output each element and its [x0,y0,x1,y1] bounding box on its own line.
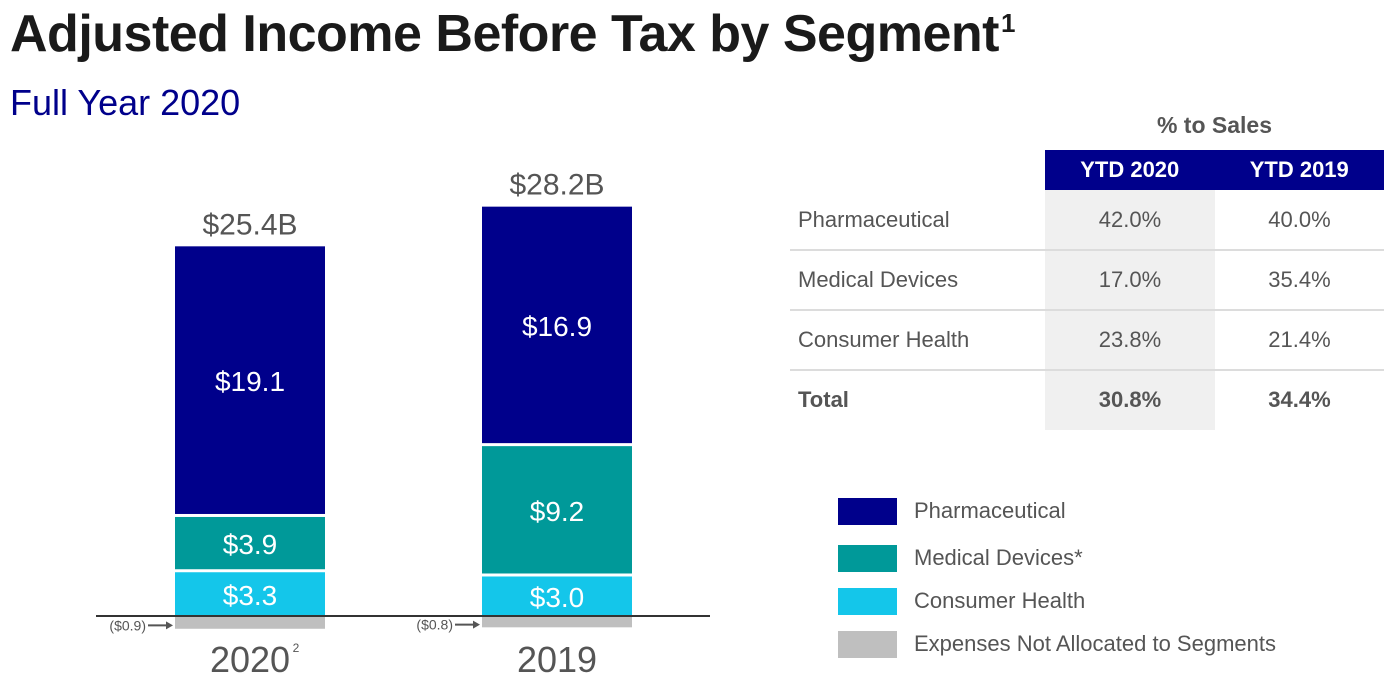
bar-medical-devices-2020 [175,516,325,570]
title-footnote-marker: 1 [1000,8,1015,38]
row-label: Consumer Health [798,327,970,352]
table-row: Pharmaceutical 42.0% 40.0% [790,190,1384,250]
bar-unallocated-2019 [482,616,632,628]
category-footnote-2020: 2 [293,641,300,655]
row-label: Medical Devices [798,267,959,292]
data-label-consumer-health-2020: $3.3 [223,580,278,611]
column-header-ytd-2019: YTD 2019 [1249,157,1349,182]
bar-pharmaceutical-2019 [482,206,632,444]
legend-label: Pharmaceutical [914,498,1066,523]
legend-item-consumer-health: Consumer Health [838,586,1358,616]
bar-consumer-health-2019 [482,576,632,616]
data-label-pharmaceutical-2019: $16.9 [522,311,592,342]
cell-ytd-2019: 35.4% [1268,267,1331,292]
legend-swatch [838,630,897,658]
table-header: YTD 2020 YTD 2019 [1045,150,1384,190]
cell-ytd-2020: 42.0% [1098,207,1162,232]
table-row: Consumer Health 23.8% 21.4% [790,310,1384,370]
legend-item-pharmaceutical: Pharmaceutical [838,496,1358,526]
legend-label: Medical Devices* [914,545,1083,570]
cell-ytd-2020: 17.0% [1098,267,1162,292]
row-divider [790,369,1384,371]
total-label-2019: $28.2B [509,169,604,202]
row-divider [790,309,1384,311]
cell-ytd-2020: 30.8% [1098,387,1162,412]
legend-swatch [838,497,897,525]
category-label-2019: 2019 [517,639,597,676]
total-label-2020: $25.4B [202,208,297,241]
category-label-2020: 2020 [210,639,290,676]
bar-pharmaceutical-2020 [175,246,325,514]
row-divider [790,249,1384,251]
data-label-unallocated-2020: ($0.9) [109,617,146,633]
row-label: Total [798,387,849,412]
stacked-bar-chart: $3.3 $3.9 $19.1 $25.4B ($0.9) 2020 2 $3.0 $9.2 $1… [96,169,710,676]
legend-item-expenses-not-allocated: Expenses Not Allocated to Segments [838,629,1358,659]
arrow-head-2019 [473,620,480,629]
bar-unallocated-2020 [175,616,325,629]
page-title-text: Adjusted Income Before Tax by Segment [10,5,999,63]
legend-item-medical-devices: Medical Devices* [838,543,1358,573]
data-label-medical-devices-2020: $3.9 [223,529,278,560]
bar-medical-devices-2019 [482,446,632,574]
row-label: Pharmaceutical [798,207,950,232]
cell-ytd-2019: 34.4% [1268,387,1331,412]
legend-label: Expenses Not Allocated to Segments [914,631,1276,656]
data-label-consumer-health-2019: $3.0 [530,582,585,613]
column-header-ytd-2020: YTD 2020 [1080,157,1180,182]
data-label-unallocated-2019: ($0.8) [416,617,453,633]
legend-swatch [838,544,897,572]
page-title: Adjusted Income Before Tax by Segment1 [10,4,1015,64]
arrow-head-2020 [166,621,173,630]
cell-ytd-2019: 40.0% [1268,207,1331,232]
data-label-pharmaceutical-2020: $19.1 [215,366,285,397]
cell-ytd-2019: 21.4% [1268,327,1331,352]
bar-consumer-health-2020 [175,572,325,616]
table-row-total: Total 30.8% 34.4% [790,370,1384,430]
legend-swatch [838,587,897,615]
table-row: Medical Devices 17.0% 35.4% [790,250,1384,310]
legend-label: Consumer Health [914,588,1086,613]
cell-ytd-2020: 23.8% [1098,327,1162,352]
table-caption: % to Sales [1156,112,1273,138]
page-subtitle: Full Year 2020 [10,82,241,123]
data-label-medical-devices-2019: $9.2 [530,496,585,527]
